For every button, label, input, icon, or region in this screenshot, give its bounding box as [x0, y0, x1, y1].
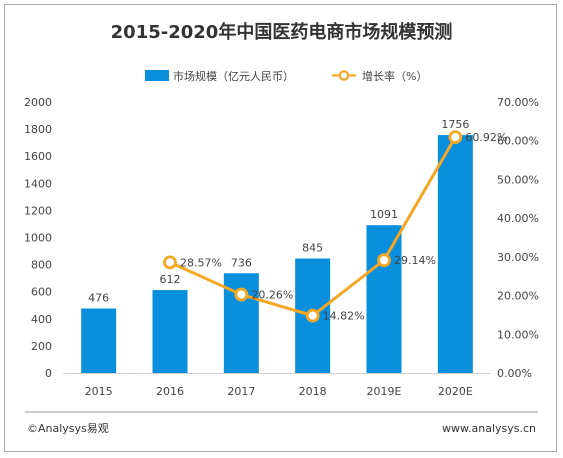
left-tick-1000: 1000: [24, 232, 52, 245]
legend-bar-swatch: [145, 70, 169, 81]
left-axis: 0 200 400 600 800 1000 1200 1400 1600 1800 2000: [24, 96, 52, 380]
growth-point-2016: [163, 255, 177, 270]
right-tick-0: 0.00%: [497, 367, 532, 380]
bar-2020E: [437, 135, 473, 373]
left-tick-800: 800: [31, 259, 52, 272]
left-tick-0: 0: [45, 367, 52, 380]
left-tick-1800: 1800: [24, 123, 52, 136]
right-tick-7: 70.00%: [497, 96, 539, 109]
bar-label-2019E: 1091: [370, 208, 398, 221]
chart-frame: 2015-2020年中国医药电商市场规模预测 市场规模（亿元人民币） 增长率（%）…: [4, 4, 557, 452]
x-tick-2016: 2016: [156, 385, 184, 398]
left-tick-400: 400: [31, 313, 52, 326]
x-tick-2018: 2018: [299, 385, 327, 398]
legend: 市场规模（亿元人民币） 增长率（%）: [145, 69, 427, 83]
growth-label-2018: 14.82%: [323, 310, 365, 323]
right-tick-6: 60.00%: [497, 135, 539, 148]
bar-2016: [152, 290, 188, 373]
bar-2019E: [366, 225, 402, 373]
growth-label-2016: 28.57%: [180, 256, 222, 269]
left-tick-2000: 2000: [24, 96, 52, 109]
legend-bar-label: 市场规模（亿元人民币）: [173, 69, 294, 83]
x-tick-2017: 2017: [227, 385, 255, 398]
bar-2015: [81, 308, 117, 373]
chart-svg: 2015-2020年中国医药电商市场规模预测 市场规模（亿元人民币） 增长率（%）…: [24, 21, 539, 435]
x-tick-2020E: 2020E: [438, 385, 473, 398]
chart-title: 2015-2020年中国医药电商市场规模预测: [111, 21, 453, 43]
legend-line-label: 增长率（%）: [362, 69, 427, 83]
left-tick-1600: 1600: [24, 150, 52, 163]
growth-point-2019E: [377, 253, 391, 268]
bars: 476 612 736 845 1091 1756: [81, 118, 473, 373]
x-tick-2019E: 2019E: [367, 385, 402, 398]
growth-point-2020E: [448, 130, 463, 145]
growth-point-2018: [305, 308, 320, 323]
rate-line: 28.57% 20.26% 14.82% 29.14% 60.92%: [163, 130, 507, 323]
bar-label-2017: 736: [231, 256, 252, 269]
growth-point-2017: [234, 287, 249, 302]
footer-right: www.analysys.cn: [442, 422, 536, 435]
left-tick-200: 200: [31, 340, 52, 353]
footer-left: ©Analysys易观: [27, 422, 109, 435]
bar-label-2015: 476: [88, 292, 109, 305]
right-tick-4: 40.00%: [497, 212, 539, 225]
bar-label-2020E: 1756: [441, 118, 469, 131]
left-tick-600: 600: [31, 286, 52, 299]
bar-label-2018: 845: [302, 242, 323, 255]
right-axis: 0.00% 10.00% 20.00% 30.00% 40.00% 50.00% 60.00…: [497, 96, 539, 380]
x-axis: 2015 2016 2017 2018 2019E 2020E: [63, 373, 491, 398]
growth-label-2017: 20.26%: [251, 289, 293, 302]
x-tick-2015: 2015: [85, 385, 113, 398]
bar-label-2016: 612: [160, 273, 181, 286]
right-tick-1: 10.00%: [497, 328, 539, 341]
growth-label-2020E: 60.92%: [465, 131, 507, 144]
left-tick-1200: 1200: [24, 204, 52, 217]
legend-line-marker: [338, 70, 350, 81]
right-tick-2: 20.00%: [497, 290, 539, 303]
growth-label-2019E: 29.14%: [394, 254, 436, 267]
left-tick-1400: 1400: [24, 177, 52, 190]
right-tick-3: 30.00%: [497, 251, 539, 264]
right-tick-5: 50.00%: [497, 173, 539, 186]
